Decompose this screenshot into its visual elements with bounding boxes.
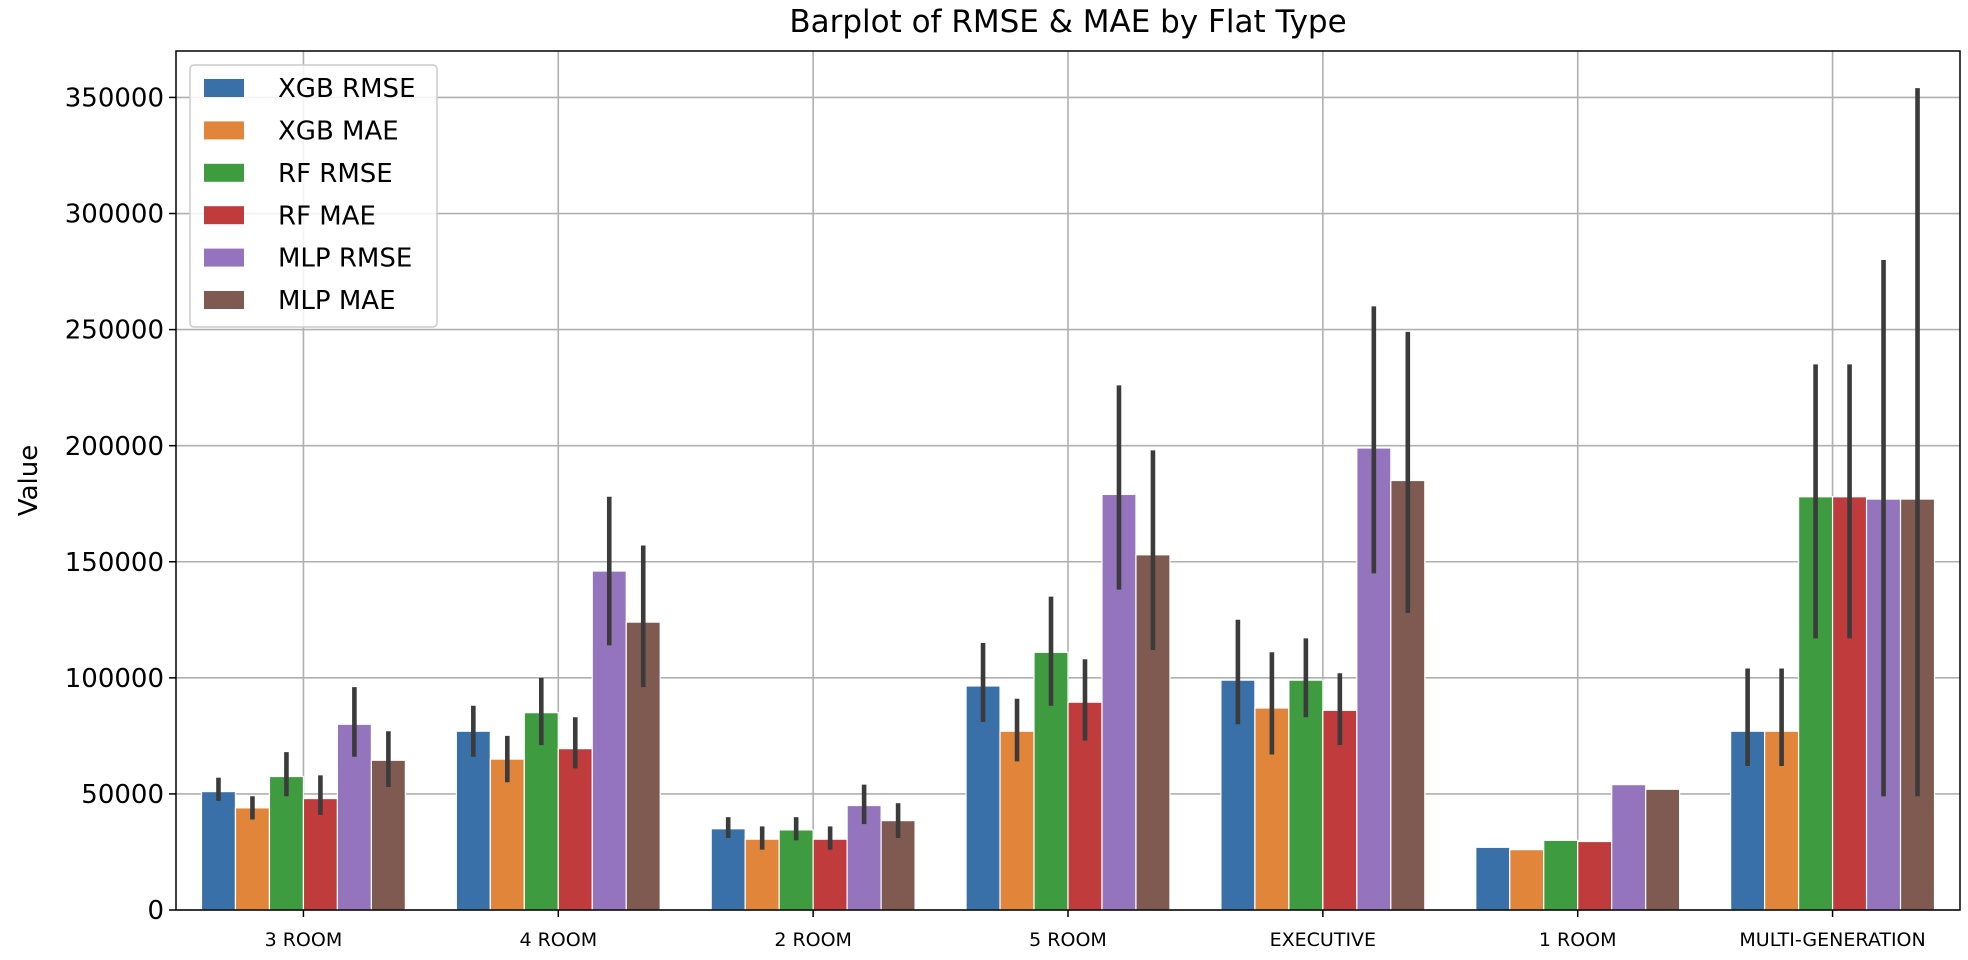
y-axis-label: Value [14, 445, 44, 516]
legend-label: RF RMSE [278, 159, 393, 189]
bar [200, 790, 237, 911]
chart-title: Barplot of RMSE & MAE by Flat Type [789, 4, 1346, 40]
bar [1645, 788, 1681, 911]
legend-swatch [204, 248, 244, 267]
axis-layer: 0 50000 100000 150000 200000 250000 300000 3500… [65, 84, 1926, 951]
bar [557, 748, 593, 911]
legend-box [189, 64, 438, 328]
bar [1475, 846, 1511, 911]
bar [234, 807, 271, 911]
y-tick-label: 0 [147, 896, 164, 926]
y-tick-label: 100000 [65, 664, 164, 694]
bar [1577, 840, 1613, 911]
bar [455, 730, 491, 911]
legend-label: RF MAE [278, 201, 376, 231]
bar [1390, 479, 1426, 911]
x-tick-label: EXECUTIVE [1270, 929, 1376, 951]
bar [1509, 849, 1545, 911]
legend-label: XGB RMSE [278, 74, 416, 104]
bar [710, 828, 746, 911]
error-bars-layer [216, 88, 1920, 850]
legend-label: MLP RMSE [278, 244, 412, 274]
y-tick-label: 200000 [65, 432, 164, 462]
x-tick-label: 3 ROOM [265, 929, 343, 951]
y-tick-label: 350000 [65, 84, 164, 114]
legend-label: MLP MAE [278, 286, 396, 316]
x-tick-label: 1 ROOM [1539, 929, 1617, 951]
legend-swatch [204, 79, 244, 97]
legend: XGB RMSE XGB MAE RF RMSE RF MAE MLP RMSE MLP … [189, 64, 438, 328]
bar [489, 758, 525, 911]
legend-swatch [204, 291, 244, 309]
x-tick-label: 2 ROOM [774, 929, 852, 951]
x-tick-label: MULTI-GENERATION [1739, 929, 1925, 951]
bar [778, 829, 814, 911]
bar [1611, 784, 1647, 911]
legend-swatch [204, 206, 244, 225]
x-tick-label: 4 ROOM [519, 929, 597, 951]
y-tick-label: 250000 [65, 316, 164, 346]
y-tick-label: 300000 [65, 200, 164, 230]
bar [1543, 839, 1579, 911]
legend-swatch [204, 163, 244, 182]
y-tick-label: 150000 [65, 548, 164, 578]
bars-layer [200, 447, 1936, 911]
bar [812, 838, 848, 911]
grid-layer [176, 51, 1960, 911]
legend-label: XGB MAE [278, 117, 399, 147]
bar [744, 838, 780, 911]
bar [1288, 679, 1324, 911]
y-tick-label: 50000 [81, 780, 164, 810]
bar [965, 685, 1001, 911]
legend-swatch [204, 121, 244, 140]
bar [268, 775, 305, 911]
bar [302, 797, 339, 911]
x-tick-label: 5 ROOM [1029, 929, 1107, 951]
